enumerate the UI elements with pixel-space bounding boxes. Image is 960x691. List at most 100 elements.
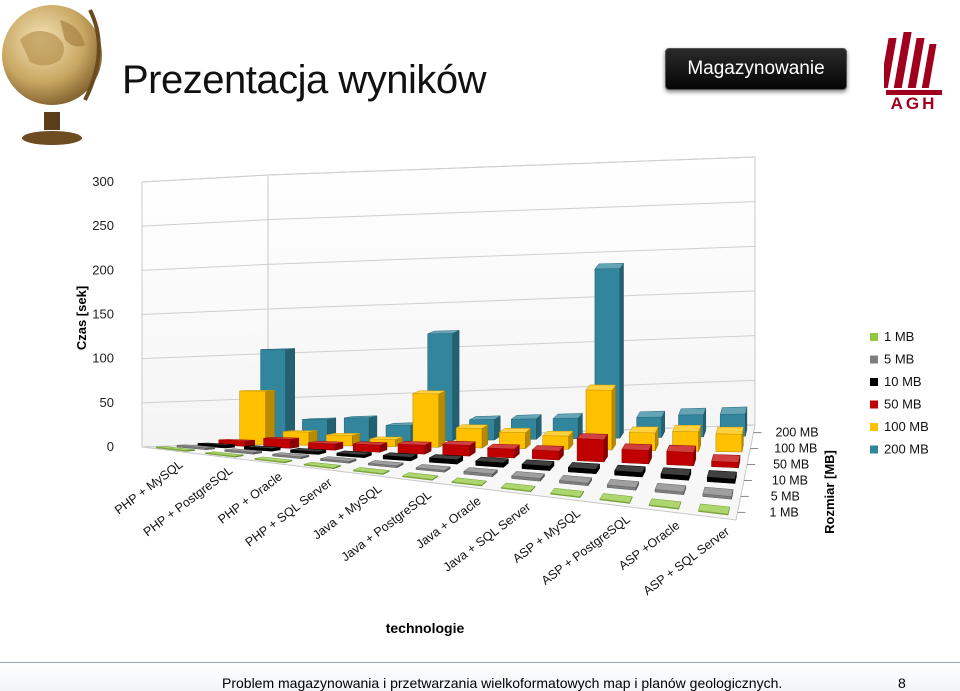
bar-top <box>711 454 741 463</box>
bar-top <box>428 454 464 460</box>
bar-side <box>438 390 446 448</box>
bar-top <box>344 415 377 419</box>
bar <box>412 390 446 448</box>
legend-label: 100 MB <box>884 419 929 434</box>
bar <box>352 441 388 453</box>
bar <box>428 454 464 465</box>
bar-top <box>558 475 593 484</box>
slide-title: Prezentacja wyników <box>122 58 487 102</box>
bar <box>463 467 499 478</box>
bar-top <box>628 426 659 434</box>
bar-top <box>239 390 275 392</box>
bar-top <box>606 479 640 488</box>
bar <box>511 471 546 482</box>
legend-label: 50 MB <box>884 397 922 412</box>
bar <box>290 448 327 455</box>
gridline <box>141 245 756 271</box>
bar-top <box>397 441 432 446</box>
bar-top <box>510 414 542 420</box>
bar-front <box>239 390 266 445</box>
bar-side <box>265 390 275 445</box>
bar <box>567 462 601 475</box>
bars <box>155 262 748 516</box>
bar <box>303 461 341 470</box>
bar <box>500 482 536 493</box>
gridline <box>141 156 756 183</box>
bar <box>648 498 682 510</box>
bar-top <box>244 445 281 449</box>
bar-top <box>197 442 235 446</box>
bar <box>263 436 300 449</box>
bar-front <box>532 449 560 461</box>
bar-top <box>531 445 565 452</box>
bar-top <box>469 415 502 421</box>
bar-side <box>452 329 460 442</box>
bar <box>197 442 235 449</box>
agh-logo-icon <box>884 32 942 95</box>
bar <box>531 445 565 461</box>
bar <box>542 430 574 451</box>
z-tick-label: 1 MB <box>770 505 799 519</box>
bar-top <box>550 487 585 497</box>
bar-top <box>427 330 460 335</box>
z-tick-label: 200 MB <box>775 426 818 440</box>
bar <box>367 460 405 469</box>
y-tick-label: 50 <box>100 395 114 410</box>
bar-front <box>397 443 426 455</box>
y-tick-label: 200 <box>92 262 114 277</box>
bar <box>606 479 640 491</box>
bar-top <box>500 482 536 492</box>
bar-top <box>455 424 489 429</box>
bar-top <box>576 433 609 440</box>
legend-label: 10 MB <box>884 374 922 389</box>
bar-top <box>282 430 318 433</box>
bar-front <box>487 447 515 459</box>
bar <box>654 482 687 495</box>
bar-side <box>481 424 488 449</box>
bar-top <box>660 467 692 477</box>
bar-top <box>654 482 687 493</box>
y-tick-label: 100 <box>92 351 114 366</box>
bar-top <box>706 470 737 480</box>
bar-front <box>621 449 650 465</box>
bar <box>550 487 585 499</box>
bar-top <box>336 450 372 456</box>
bar <box>353 467 391 475</box>
legend-label: 200 MB <box>884 442 929 457</box>
bar-side <box>619 262 624 439</box>
bar <box>382 452 419 462</box>
bar <box>320 456 357 464</box>
bar <box>715 426 744 453</box>
bar <box>698 503 730 516</box>
bar-top <box>383 452 419 458</box>
bar <box>576 433 609 463</box>
bar-top <box>715 426 744 435</box>
y-tick-label: 0 <box>107 439 114 454</box>
gridline <box>141 201 756 227</box>
bar-top <box>702 486 734 497</box>
bar-top <box>303 461 341 469</box>
bar <box>599 493 633 504</box>
bar <box>475 456 510 468</box>
bar-top <box>412 390 446 395</box>
bar-front <box>442 443 470 457</box>
logo-text: AGH <box>890 94 938 113</box>
legend-label: 5 MB <box>884 352 914 367</box>
bar-top <box>326 433 360 436</box>
bar-front <box>666 451 694 467</box>
bar-top <box>463 467 499 475</box>
y-axis-ticks: 0 50 100 150 200 250 300 <box>92 174 114 454</box>
bar-top <box>621 443 653 451</box>
bar-top <box>599 493 633 503</box>
bar-side <box>285 348 295 444</box>
bar-top <box>218 439 255 442</box>
bar-top <box>272 452 309 458</box>
section-badge: Magazynowanie <box>665 48 847 90</box>
bar <box>401 472 439 481</box>
bar-top <box>353 441 388 446</box>
legend-swatch <box>870 333 878 341</box>
bar-top <box>451 477 488 486</box>
bar-top <box>368 460 405 467</box>
bar <box>224 448 263 455</box>
footer-text: Problem magazynowania i przetwarzania wi… <box>222 675 783 691</box>
